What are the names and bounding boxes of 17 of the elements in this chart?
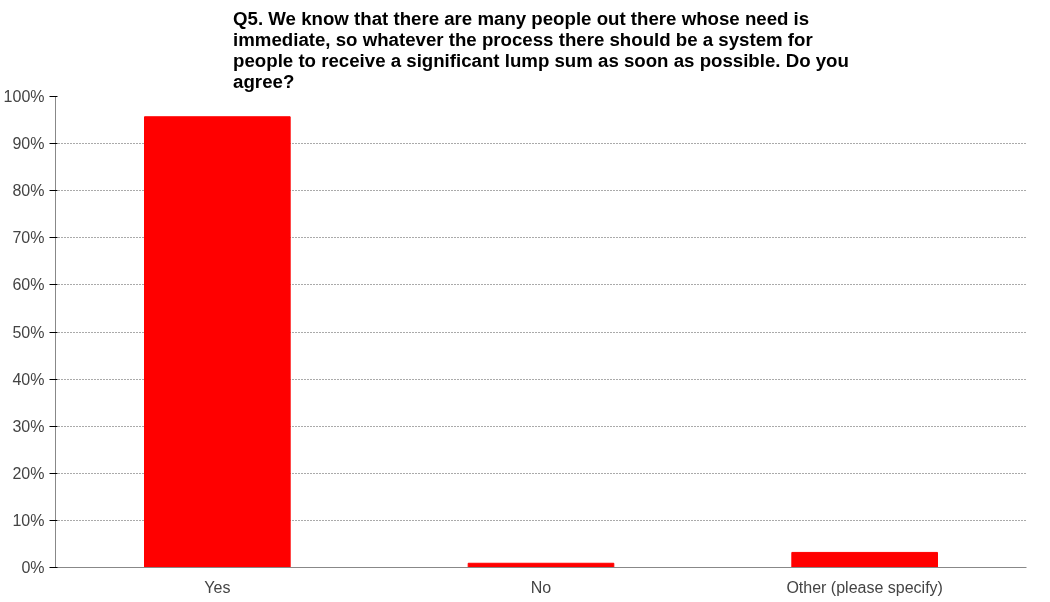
chart-title: Q5. We know that there are many people out there whose need is immediate, so whatever the process there should be a system for people to receive a significant lump sum as soon as possible. Do you agree? <box>233 7 849 92</box>
y-tick-label: 70% <box>12 229 45 247</box>
y-tick-label: 50% <box>12 323 45 341</box>
y-tick-label: 10% <box>12 511 45 529</box>
y-tick-label: 30% <box>12 417 45 435</box>
x-tick-label: No <box>530 578 552 596</box>
x-tick-label: Other (please specify) <box>786 578 943 596</box>
x-tick-label: Yes <box>204 578 231 596</box>
y-tick-label: 40% <box>12 370 45 388</box>
bar <box>791 551 938 568</box>
y-tick-label: 0% <box>21 559 45 576</box>
y-tick-label: 90% <box>12 135 45 153</box>
bar <box>144 116 291 568</box>
y-tick-label: 20% <box>12 464 45 482</box>
y-tick-label: 100% <box>3 88 45 105</box>
y-tick-label: 80% <box>12 182 45 200</box>
y-tick-label: 60% <box>12 276 45 294</box>
